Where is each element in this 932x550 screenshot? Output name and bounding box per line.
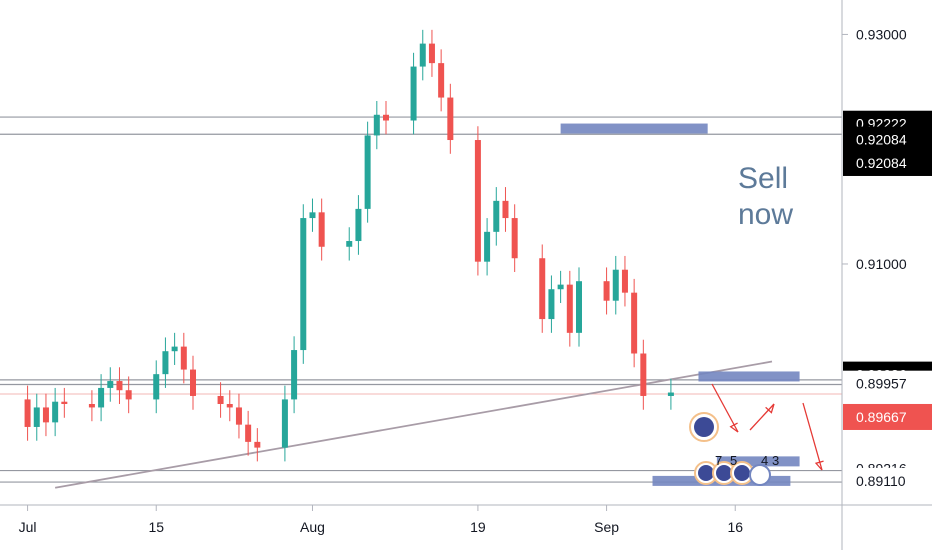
candle-body [116,381,123,391]
zone-box [716,456,800,467]
candle-body [621,269,628,293]
candle-body [125,390,132,400]
arrow-head [765,403,775,414]
candle-body [346,241,353,247]
candle-body [557,284,564,290]
forecast-arrow [749,403,775,431]
candle-body [355,208,362,242]
time-tick-label: 19 [470,519,486,535]
price-level-label: 0.89110 [856,473,906,489]
candle-body [226,404,233,408]
time-tick-label: 16 [727,519,743,535]
zone-box [698,371,800,382]
time-tick-label: Sep [594,519,619,535]
candle-body [318,212,325,247]
candle-body [281,399,288,448]
time-axis: Jul 15 Aug 19 Sep 16 [19,505,743,535]
candle-body [300,218,307,351]
candle-body [98,387,105,408]
sell-now-note: Sell now [738,162,796,231]
eu-flag-icon-fill [694,417,714,437]
candle-body [667,392,674,396]
price-level-box [843,126,932,153]
candle-body [33,407,40,427]
candle-body [373,114,380,136]
price-level-box [843,467,932,494]
uk-flag-icon-fill [734,465,750,481]
candle-body [640,353,647,396]
arrow-head [729,422,739,433]
event-count-label: 3 [772,453,779,468]
candle-body [484,231,491,262]
price-level-label: 0.92084 [856,132,907,148]
candle-body [162,351,169,375]
candle-body [502,200,509,219]
candle-body [428,43,435,64]
ascending-trendline [54,360,773,489]
price-level-box [843,370,932,397]
forecast-arrow [802,402,823,471]
candle-body [107,381,114,388]
candle-body [419,43,426,67]
candle-body [24,399,31,427]
candle-body [511,218,518,259]
event-icon [749,464,771,486]
candle-body [42,407,49,423]
price-level-box [843,149,932,176]
time-tick-label: Aug [300,519,325,535]
price-level-label: 0.89957 [856,376,907,392]
candle-body [291,350,298,400]
candle-body [539,258,546,320]
price-level-label: 0.92084 [856,155,907,171]
price-level-label: 0.89667 [856,409,907,425]
forecast-arrow [711,383,739,433]
candle-body [612,269,619,301]
price-level-box [843,403,932,430]
candle-body [364,135,371,209]
candle-body [493,200,500,232]
candle-body [309,212,316,219]
candle-body [171,346,178,352]
event-count-label: 7 [715,453,722,468]
candle-body [631,292,638,354]
price-axis: 0.930000.910000.922220.920840.920840.900… [842,26,932,494]
candle-body [410,66,417,121]
candle-body [235,407,242,425]
zone-box [560,123,708,134]
event-count-label: 5 [730,453,737,468]
horizontal-levels [0,116,842,483]
candle-body [254,441,261,448]
candle-body [576,281,582,333]
price-tick-label: 0.91000 [856,256,907,272]
candle-body [603,281,610,301]
uk-flag-icon-fill [716,465,732,481]
price-tick-label: 0.93000 [856,26,907,42]
candle-body [566,284,573,333]
event-count-label: 4 [761,453,768,468]
uk-flag-icon-fill [698,465,714,481]
candle-body [474,140,481,262]
candle-body [383,114,389,121]
candle-body [61,401,68,404]
candle-body [447,97,454,141]
time-tick-label: 15 [148,519,164,535]
candle-body [217,395,224,404]
candle-body [180,346,187,370]
candle-body [548,289,555,320]
candle-body [52,401,59,423]
candle-body [245,424,252,442]
arrow-head [814,460,824,471]
candle-body [438,63,445,98]
candle-body [190,369,196,396]
candle-body [153,374,160,400]
candles [24,29,674,462]
trendline-layer [54,360,773,489]
time-tick-label: Jul [19,519,37,535]
candle-body [88,404,95,408]
